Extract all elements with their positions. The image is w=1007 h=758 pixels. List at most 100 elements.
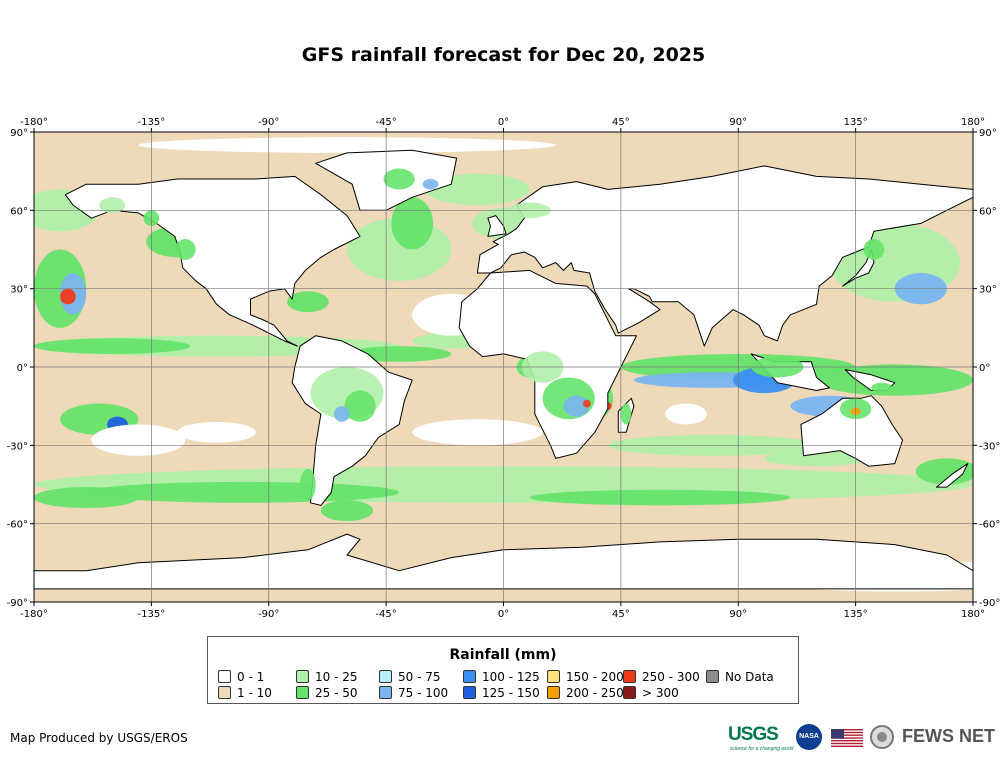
lat-tick-label-right: 30° <box>979 285 997 296</box>
lat-tick-label-right: 0° <box>979 363 990 374</box>
dry-area <box>412 419 543 446</box>
legend-label: 50 - 75 <box>398 670 441 684</box>
legend-swatch <box>218 670 231 683</box>
legend-label: No Data <box>725 670 774 684</box>
legend-swatch <box>547 686 560 699</box>
legend-label: 25 - 50 <box>315 686 358 700</box>
legend-item: 10 - 25 <box>296 670 358 684</box>
legend-item: 100 - 125 <box>463 670 540 684</box>
legend-swatch <box>706 670 719 683</box>
legend-item: 50 - 75 <box>379 670 441 684</box>
legend-item: No Data <box>706 670 774 684</box>
land-rainfall-area <box>99 197 126 213</box>
lon-tick-label-bottom: -45° <box>375 609 396 620</box>
legend-label: 100 - 125 <box>482 670 540 684</box>
lon-tick-label-bottom: 180° <box>961 609 985 620</box>
landmass-new-zealand <box>936 463 969 488</box>
lon-tick-label-top: -45° <box>375 117 396 128</box>
legend-title: Rainfall (mm) <box>449 647 557 663</box>
lat-tick-label-right: -60° <box>979 520 1000 531</box>
lon-tick-label-top: 45° <box>612 117 630 128</box>
logo-bar: USGS science for a changing world NASA F… <box>728 722 998 754</box>
rainfall-area <box>287 291 329 313</box>
legend-item: 0 - 1 <box>218 670 264 684</box>
land-rainfall-area <box>344 390 376 422</box>
rainfall-area <box>816 364 973 396</box>
rainfall-area <box>60 288 76 305</box>
us-flag-icon <box>831 729 863 747</box>
legend-swatch <box>463 686 476 699</box>
lon-tick-label-bottom: -180° <box>20 609 48 620</box>
legend-label: 1 - 10 <box>237 686 272 700</box>
legend-label: 10 - 25 <box>315 670 358 684</box>
lon-tick-label-top: -90° <box>258 117 279 128</box>
legend-swatch <box>296 670 309 683</box>
lon-tick-label-bottom: 90° <box>729 609 747 620</box>
land-rainfall-area <box>300 468 316 501</box>
legend-swatch <box>547 670 560 683</box>
land-rainfall-area <box>871 382 893 394</box>
lat-tick-label-left: -90° <box>7 598 28 609</box>
legend-item: 25 - 50 <box>296 686 358 700</box>
lon-tick-label-bottom: -90° <box>258 609 279 620</box>
lon-tick-label-top: 0° <box>498 117 509 128</box>
lon-tick-label-top: 180° <box>961 117 985 128</box>
rainfall-area <box>764 450 869 467</box>
lon-tick-label-top: -135° <box>138 117 166 128</box>
dry-area <box>177 421 256 443</box>
lat-tick-label-left: 90° <box>10 128 28 139</box>
lat-tick-label-right: -30° <box>979 441 1000 452</box>
rainfall-map: -180° -180° -135° -135° -90° -90° -45° -45° 0° 0°… <box>0 112 1007 632</box>
legend-label: 75 - 100 <box>398 686 449 700</box>
land-rainfall-area <box>174 239 196 260</box>
land-rainfall-area <box>422 179 439 190</box>
legend-item: 1 - 10 <box>218 686 272 700</box>
state-department-seal-icon <box>870 725 894 749</box>
land-rainfall-area <box>583 399 591 408</box>
rainfall-area <box>320 500 374 522</box>
lat-tick-label-left: 0° <box>17 363 28 374</box>
legend: Rainfall (mm) 0 - 1 1 - 10 10 - 25 25 - 50 5… <box>207 636 799 704</box>
lat-tick-label-left: 60° <box>10 206 28 217</box>
credit-text: Map Produced by USGS/EROS <box>10 731 188 745</box>
legend-item: > 300 <box>623 686 679 700</box>
legend-label: 200 - 250 <box>566 686 624 700</box>
legend-label: 0 - 1 <box>237 670 265 684</box>
lon-tick-label-top: 135° <box>844 117 868 128</box>
land-rainfall-area <box>333 406 350 422</box>
landmass-australia <box>800 395 904 467</box>
legend-item: 125 - 150 <box>463 686 540 700</box>
land-rainfall-area <box>563 395 590 417</box>
legend-label: 250 - 300 <box>642 670 700 684</box>
lon-tick-label-top: -180° <box>20 117 48 128</box>
landmass-eurasia <box>476 165 973 347</box>
land-rainfall-area <box>620 403 632 425</box>
usgs-logo: USGS <box>728 724 779 745</box>
legend-item: 250 - 300 <box>623 670 700 684</box>
map-title: GFS rainfall forecast for Dec 20, 2025 <box>301 44 706 66</box>
lat-tick-label-left: -30° <box>7 441 28 452</box>
lon-tick-label-bottom: -135° <box>138 609 166 620</box>
legend-swatch <box>623 686 636 699</box>
lon-tick-label-bottom: 0° <box>498 609 509 620</box>
dry-area <box>91 424 186 456</box>
lon-tick-label-top: 90° <box>729 117 747 128</box>
lat-tick-label-left: 30° <box>10 285 28 296</box>
legend-label: > 300 <box>642 686 679 700</box>
usgs-tagline: science for a changing world <box>730 746 794 752</box>
lat-tick-label-right: -90° <box>979 598 1000 609</box>
legend-swatch <box>296 686 309 699</box>
lat-tick-label-right: 60° <box>979 206 997 217</box>
lat-tick-label-right: 90° <box>979 128 997 139</box>
nasa-logo: NASA <box>796 724 822 750</box>
legend-label: 150 - 200 <box>566 670 624 684</box>
rainfall-area <box>529 489 791 506</box>
dry-area <box>138 137 556 153</box>
legend-swatch <box>623 670 636 683</box>
lat-tick-label-left: -60° <box>7 520 28 531</box>
rainfall-area <box>34 487 139 508</box>
legend-item: 200 - 250 <box>547 686 624 700</box>
legend-item: 150 - 200 <box>547 670 624 684</box>
legend-swatch <box>379 686 392 699</box>
lon-tick-label-bottom: 135° <box>844 609 868 620</box>
